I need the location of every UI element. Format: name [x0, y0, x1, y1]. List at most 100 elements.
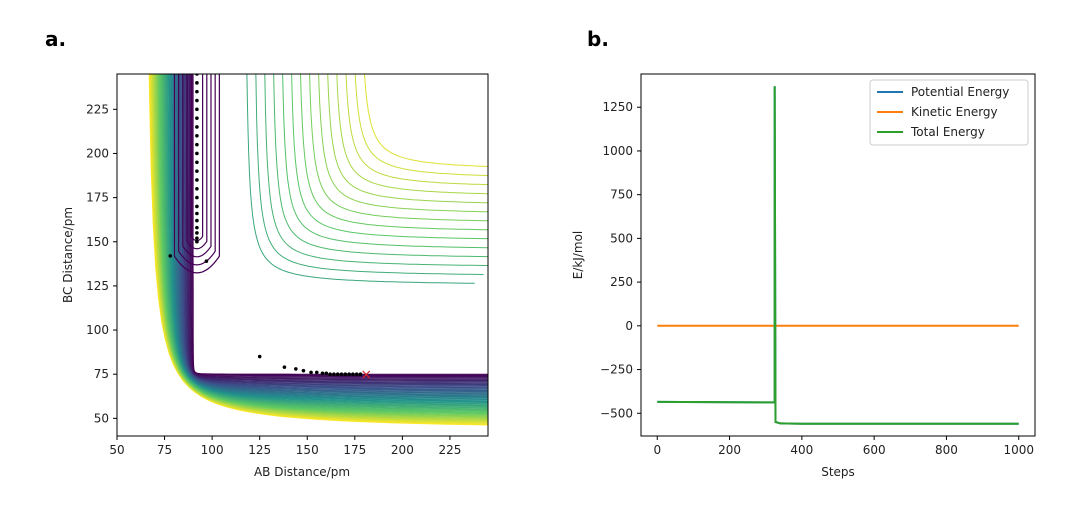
contour-line — [186, 74, 208, 250]
contour-line — [246, 74, 475, 284]
x-tick-label: 800 — [935, 443, 958, 457]
trajectory-point — [195, 98, 199, 103]
trajectory-point — [195, 211, 199, 216]
x-tick-label: 600 — [863, 443, 886, 457]
trajectory-point — [195, 107, 199, 112]
contour-line — [178, 74, 216, 266]
contour-line — [282, 74, 488, 249]
trajectory-point — [309, 370, 313, 375]
x-tick-label: 200 — [718, 443, 741, 457]
contour-ticks: 50 75 100 125 150 175 200 225 50 75 100 125 150 175 20… — [86, 102, 461, 457]
contour-line — [345, 74, 488, 186]
trajectory-point — [301, 368, 306, 373]
x-tick-label: 400 — [790, 443, 813, 457]
panel-b-label: b. — [587, 27, 609, 51]
trajectory-points: × — [168, 74, 372, 383]
contour-line — [291, 74, 488, 240]
y-tick-label: −250 — [600, 363, 633, 377]
legend-label-total: Total Energy — [910, 125, 985, 139]
trajectory-point — [320, 371, 325, 376]
contour-line — [309, 74, 488, 222]
trajectory-point — [195, 204, 199, 209]
series-line-total-energy — [657, 86, 1019, 425]
trajectory-point — [195, 231, 199, 235]
trajectory-point — [351, 372, 355, 376]
contour-lines — [148, 74, 488, 426]
trajectory-point — [195, 134, 199, 138]
panel-a-label: a. — [45, 27, 66, 51]
x-tick-label: 100 — [201, 443, 224, 457]
trajectory-point — [294, 367, 298, 371]
trajectory-point — [195, 116, 199, 120]
trajectory-point — [195, 239, 199, 244]
contour-line — [273, 74, 488, 258]
legend-label-kinetic: Kinetic Energy — [911, 105, 998, 119]
contour-line — [363, 74, 488, 167]
energy-chart: 0 200 400 600 800 1000 −500 −250 0 250 500 750 1000 1… — [571, 73, 1036, 479]
trajectory-point — [195, 89, 199, 94]
contour-line — [255, 74, 484, 275]
contour-line — [354, 74, 488, 177]
y-tick-label: 100 — [86, 323, 109, 337]
trajectory-end-marker: × — [360, 367, 372, 383]
x-tick-label: 1000 — [1003, 443, 1034, 457]
x-tick-label: 125 — [248, 443, 271, 457]
y-tick-label: 75 — [94, 367, 109, 381]
trajectory-point — [195, 236, 199, 241]
y-tick-label: 225 — [86, 102, 109, 116]
trajectory-point — [195, 81, 199, 85]
trajectory-point — [195, 178, 199, 182]
x-tick-label: 75 — [157, 443, 172, 457]
contour-line — [327, 74, 488, 204]
trajectory-point — [347, 372, 351, 376]
trajectory-point — [282, 365, 287, 369]
y-tick-label: 250 — [610, 275, 633, 289]
trajectory-point — [195, 218, 199, 223]
contour-frame — [116, 73, 489, 437]
trajectory-point — [195, 225, 199, 230]
energy-x-axis-label: Steps — [821, 465, 855, 479]
x-tick-label: 50 — [109, 443, 124, 457]
trajectory-point — [324, 371, 329, 376]
energy-frame — [640, 73, 1036, 437]
energy-series — [657, 86, 1019, 425]
y-tick-label: −500 — [600, 406, 633, 420]
y-tick-label: 0 — [625, 319, 633, 333]
contour-chart: × 50 75 100 125 150 175 200 225 50 75 100 125 150 175… — [61, 73, 489, 479]
contour-x-axis-label: AB Distance/pm — [254, 465, 350, 479]
contour-line — [173, 74, 220, 274]
trajectory-point — [335, 372, 340, 376]
x-tick-label: 175 — [343, 443, 366, 457]
y-tick-label: 175 — [86, 191, 109, 205]
y-tick-label: 50 — [94, 411, 109, 425]
y-tick-label: 1250 — [602, 100, 633, 114]
trajectory-point — [195, 151, 199, 156]
x-tick-label: 0 — [653, 443, 661, 457]
energy-legend: Potential Energy Kinetic Energy Total En… — [869, 79, 1029, 146]
x-tick-label: 200 — [391, 443, 414, 457]
y-tick-label: 750 — [610, 188, 633, 202]
trajectory-point — [195, 186, 199, 191]
energy-y-axis-label: E/kJ/mol — [571, 231, 585, 280]
y-tick-label: 1000 — [602, 144, 633, 158]
trajectory-point — [195, 169, 199, 173]
trajectory-point — [195, 160, 199, 165]
trajectory-point — [195, 195, 199, 200]
contour-y-axis-label: BC Distance/pm — [61, 207, 75, 303]
trajectory-point — [195, 142, 199, 147]
y-tick-label: 500 — [610, 231, 633, 245]
y-tick-label: 125 — [86, 279, 109, 293]
legend-box — [869, 79, 1029, 146]
contour-line — [264, 74, 488, 267]
y-tick-label: 150 — [86, 235, 109, 249]
trajectory-point — [343, 372, 348, 376]
energy-ticks: 0 200 400 600 800 1000 −500 −250 0 250 500 750 1000 1… — [600, 100, 1034, 457]
trajectory-point — [328, 372, 332, 376]
trajectory-point — [354, 372, 359, 376]
y-tick-label: 200 — [86, 146, 109, 160]
trajectory-point — [204, 259, 209, 263]
contour-line — [336, 74, 488, 195]
contour-line — [318, 74, 488, 213]
contour-line — [300, 74, 488, 231]
